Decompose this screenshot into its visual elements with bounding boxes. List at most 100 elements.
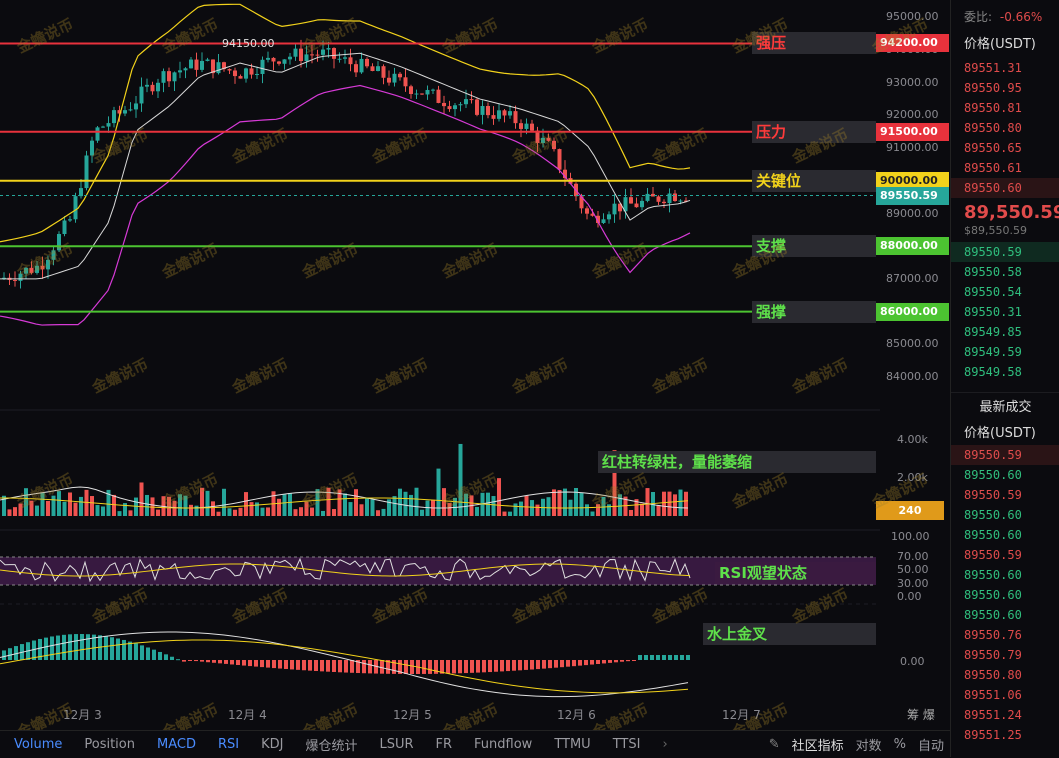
level-label-3: 支撑 [752, 235, 876, 258]
macd-bar [170, 656, 174, 660]
macd-bar [206, 660, 210, 663]
x-tick-dec4: 12月 4 [228, 708, 267, 722]
candle-body [205, 59, 210, 61]
candle-body [123, 110, 127, 114]
tab-fr[interactable]: FR [435, 737, 453, 752]
auto-scale-button[interactable]: 自动 [917, 739, 944, 754]
macd-bar [452, 660, 456, 674]
candle-body [453, 105, 457, 110]
bid-row[interactable]: 89550.59 [951, 242, 1059, 262]
volume-bar [684, 491, 688, 516]
macd-bar [350, 660, 354, 673]
ask-row[interactable]: 89550.60 [951, 178, 1059, 198]
candle-body [420, 93, 424, 95]
bid-row[interactable]: 89550.58 [964, 265, 1022, 279]
candle-body [348, 57, 353, 65]
tab-position[interactable]: Position [84, 737, 135, 752]
chart-area[interactable]: 95000.0094000.0093000.0092000.0091000.00… [0, 0, 950, 730]
candle-body [178, 70, 182, 73]
ask-row[interactable]: 89550.65 [964, 141, 1022, 155]
volume-bar [332, 509, 336, 516]
trade-row: 89550.80 [964, 668, 1022, 682]
candle-body [381, 66, 386, 78]
macd-bar [254, 660, 258, 667]
order-book-panel: 委比: -0.66% 价格(USDT) 89551.31 89550.95 8955… [950, 0, 1059, 757]
macd-bar [86, 634, 90, 660]
macd-bar [476, 660, 480, 673]
volume-bar [585, 504, 589, 516]
volume-bar [205, 490, 210, 516]
tab-volume[interactable]: Volume [14, 737, 63, 752]
candle-body [651, 193, 655, 197]
volume-bar [491, 496, 496, 516]
candle-body [656, 196, 661, 202]
edit-icon[interactable]: ✎ [768, 737, 780, 752]
candle-body [618, 203, 622, 212]
macd-bar [14, 646, 18, 660]
candle-body [62, 220, 67, 235]
log-scale-button[interactable]: 对数 [855, 739, 882, 754]
macd-bar [98, 635, 102, 660]
macd-bar [308, 660, 312, 671]
trade-row: 89550.60 [964, 528, 1022, 542]
candle-body [40, 265, 45, 270]
bollinger-mid-line [0, 52, 691, 280]
price-tick: 91000.00 [886, 141, 939, 155]
ask-row[interactable]: 89550.95 [964, 81, 1022, 95]
candle-body [590, 213, 595, 216]
volume-bar [304, 501, 309, 516]
candle-body [222, 62, 226, 70]
chart-svg[interactable] [0, 0, 950, 730]
candle-body [376, 66, 380, 72]
community-indicators-button[interactable]: 社区指标 [791, 739, 844, 754]
volume-bar [299, 507, 303, 516]
bid-row[interactable]: 89549.85 [964, 325, 1022, 339]
volume-bar [519, 501, 523, 516]
tab-ttmu[interactable]: TTMU [554, 737, 591, 752]
candle-body [354, 64, 358, 73]
volume-bar [238, 507, 243, 516]
bid-row[interactable]: 89550.31 [964, 305, 1022, 319]
trade-row: 89550.60 [964, 568, 1022, 582]
ask-row[interactable]: 89551.31 [964, 61, 1022, 75]
tab-kdj[interactable]: KDJ [261, 737, 284, 752]
macd-bar [464, 660, 468, 674]
volume-bar [387, 499, 391, 516]
volume-bar [563, 488, 567, 516]
volume-bar [359, 504, 364, 516]
ask-row[interactable]: 89550.61 [964, 161, 1022, 175]
macd-bar [140, 645, 144, 660]
bid-row[interactable]: 89550.54 [964, 285, 1022, 299]
macd-bar [620, 660, 624, 662]
candle-body [233, 70, 237, 77]
bid-row[interactable]: 89549.59 [964, 345, 1022, 359]
candle-body [645, 193, 650, 201]
ask-row[interactable]: 89550.81 [964, 101, 1022, 115]
more-tabs-icon[interactable]: › [662, 737, 668, 752]
tab-fundflow[interactable]: Fundflow [474, 737, 533, 752]
bid-row[interactable]: 89549.58 [964, 365, 1022, 379]
volume-bar [123, 503, 127, 516]
percent-scale-button[interactable]: % [893, 737, 906, 752]
candle-body [139, 86, 144, 104]
tab-ttsi[interactable]: TTSI [612, 737, 641, 752]
volume-bar [607, 504, 611, 516]
volume-bar [117, 511, 122, 516]
candle-body [365, 58, 369, 67]
volume-bar [68, 492, 72, 516]
macd-bar [332, 660, 336, 672]
tab-macd[interactable]: MACD [156, 737, 196, 752]
candle-body [29, 267, 34, 273]
macd-bar [152, 649, 156, 660]
volume-bar [95, 505, 100, 516]
tab-lsur[interactable]: LSUR [379, 737, 414, 752]
candle-body [57, 234, 61, 251]
macd-bar [236, 660, 240, 666]
candle-body [266, 57, 270, 60]
candle-body [145, 84, 149, 87]
volume-bar [315, 489, 320, 516]
ask-row[interactable]: 89550.80 [964, 121, 1022, 135]
tab-liquidation[interactable]: 爆仓统计 [305, 739, 358, 754]
tab-rsi[interactable]: RSI [217, 737, 240, 752]
volume-bar [222, 488, 226, 516]
